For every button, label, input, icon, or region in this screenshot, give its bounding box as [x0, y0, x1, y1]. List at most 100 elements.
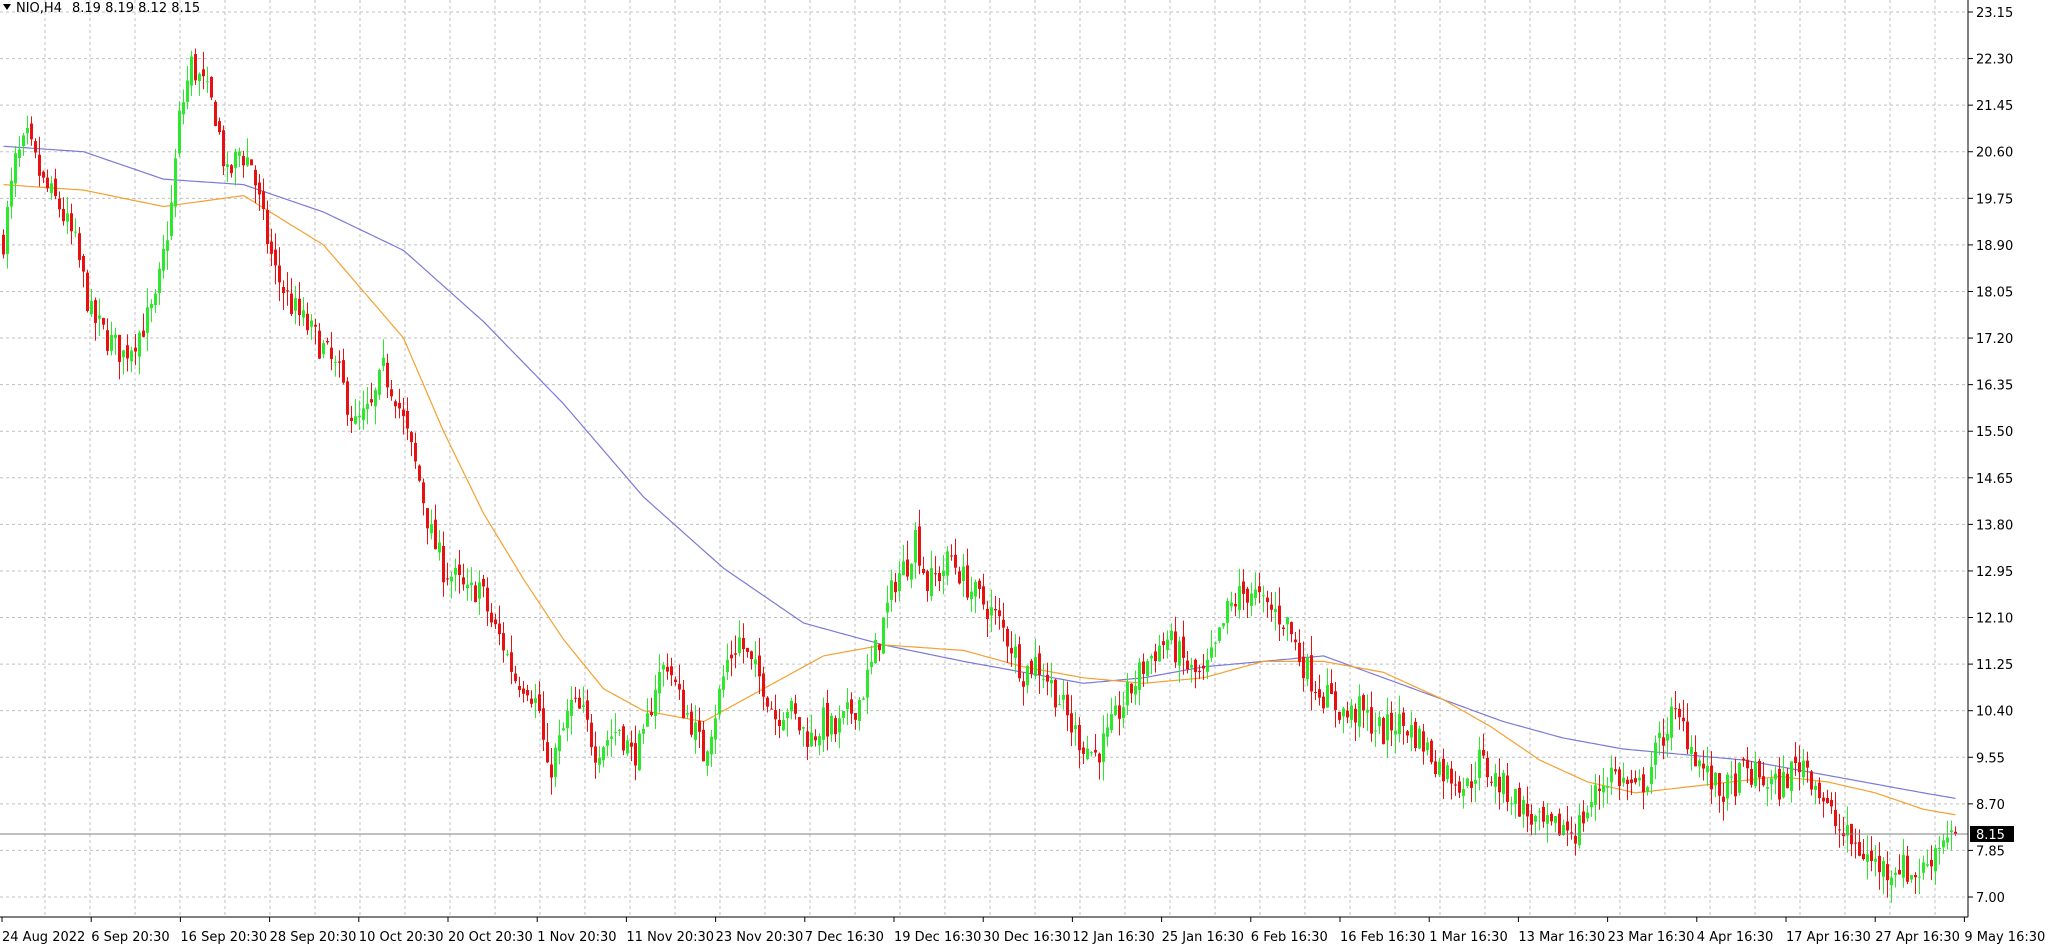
bull-candle — [1034, 657, 1037, 677]
bear-candle — [1022, 681, 1025, 687]
bull-candle — [694, 722, 697, 740]
bull-candle — [618, 730, 621, 732]
bear-candle — [1346, 710, 1349, 718]
y-tick-label: 12.95 — [1976, 565, 2013, 580]
x-tick-label: 10 Oct 20:30 — [359, 930, 444, 945]
bear-candle — [54, 178, 57, 197]
bear-candle — [938, 573, 941, 582]
x-tick-label: 24 Aug 2022 — [2, 930, 85, 945]
bull-candle — [1938, 847, 1941, 850]
bear-candle — [94, 300, 97, 323]
bear-candle — [1642, 774, 1645, 793]
bear-candle — [1154, 651, 1157, 662]
bull-candle — [1782, 771, 1785, 798]
bull-candle — [1222, 623, 1225, 627]
bear-candle — [1842, 832, 1845, 837]
bull-candle — [838, 718, 841, 733]
dropdown-triangle-icon[interactable] — [3, 4, 11, 10]
bear-candle — [1710, 765, 1713, 790]
bull-candle — [66, 213, 69, 222]
bear-candle — [550, 764, 553, 778]
bear-candle — [1078, 724, 1081, 751]
moving-averages — [3, 145, 1956, 816]
bear-candle — [758, 655, 761, 677]
y-tick-label: 11.25 — [1976, 658, 2013, 673]
bear-candle — [214, 101, 217, 127]
bear-candle — [218, 121, 221, 133]
bear-candle — [1682, 717, 1685, 722]
bull-candle — [466, 584, 469, 589]
bull-candle — [1386, 714, 1389, 741]
bear-candle — [318, 330, 321, 359]
bull-candle — [830, 715, 833, 735]
bear-candle — [1834, 809, 1837, 827]
bull-candle — [1610, 767, 1613, 783]
x-tick-label: 6 Feb 16:30 — [1251, 930, 1328, 945]
bear-candle — [1390, 712, 1393, 731]
bear-candle — [386, 362, 389, 388]
bull-candle — [714, 718, 717, 740]
bear-candle — [270, 241, 273, 254]
bull-candle — [1918, 876, 1921, 878]
bear-candle — [1362, 695, 1365, 711]
bear-candle — [30, 123, 33, 140]
bull-candle — [886, 602, 889, 613]
bull-candle — [1058, 704, 1061, 706]
bear-candle — [398, 402, 401, 409]
bear-candle — [1310, 655, 1313, 692]
bear-candle — [1130, 683, 1133, 694]
bear-candle — [1734, 773, 1737, 797]
y-tick-label: 7.85 — [1976, 844, 2005, 859]
bear-candle — [698, 720, 701, 732]
bear-candle — [1778, 768, 1781, 800]
bull-candle — [658, 672, 661, 694]
bull-candle — [610, 736, 613, 739]
bull-candle — [554, 747, 557, 777]
bull-candle — [1522, 800, 1525, 815]
bull-candle — [50, 183, 53, 194]
bear-candle — [1598, 788, 1601, 791]
bear-candle — [1662, 737, 1665, 746]
bull-candle — [1158, 645, 1161, 662]
bull-candle — [158, 268, 161, 294]
bear-candle — [46, 177, 49, 189]
bull-candle — [170, 202, 173, 237]
bull-candle — [1086, 748, 1089, 759]
bear-candle — [78, 233, 81, 261]
bear-candle — [126, 345, 129, 359]
bear-candle — [586, 700, 589, 720]
bull-candle — [1366, 709, 1369, 713]
bull-candle — [1214, 642, 1217, 644]
bear-candle — [906, 559, 909, 577]
bear-candle — [1010, 647, 1013, 654]
bull-candle — [1670, 706, 1673, 738]
bull-candle — [358, 415, 361, 418]
bear-candle — [1858, 842, 1861, 856]
bear-candle — [414, 442, 417, 462]
bear-candle — [1030, 660, 1033, 674]
bull-candle — [882, 617, 885, 654]
bull-candle — [186, 80, 189, 103]
bull-candle — [14, 153, 17, 184]
bull-candle — [1894, 872, 1897, 875]
bear-candle — [1458, 781, 1461, 793]
bull-candle — [1446, 765, 1449, 779]
bull-candle — [738, 637, 741, 654]
bear-candle — [1678, 708, 1681, 718]
bear-candle — [650, 712, 653, 715]
bull-candle — [178, 110, 181, 154]
bear-candle — [286, 290, 289, 292]
bear-candle — [262, 191, 265, 210]
bear-candle — [778, 719, 781, 727]
bull-candle — [1478, 749, 1481, 779]
bear-candle — [670, 666, 673, 676]
bear-candle — [486, 587, 489, 612]
bear-candle — [230, 165, 233, 174]
bear-candle — [1278, 605, 1281, 625]
bull-candle — [890, 580, 893, 601]
bear-candle — [590, 722, 593, 748]
bull-candle — [238, 151, 241, 156]
